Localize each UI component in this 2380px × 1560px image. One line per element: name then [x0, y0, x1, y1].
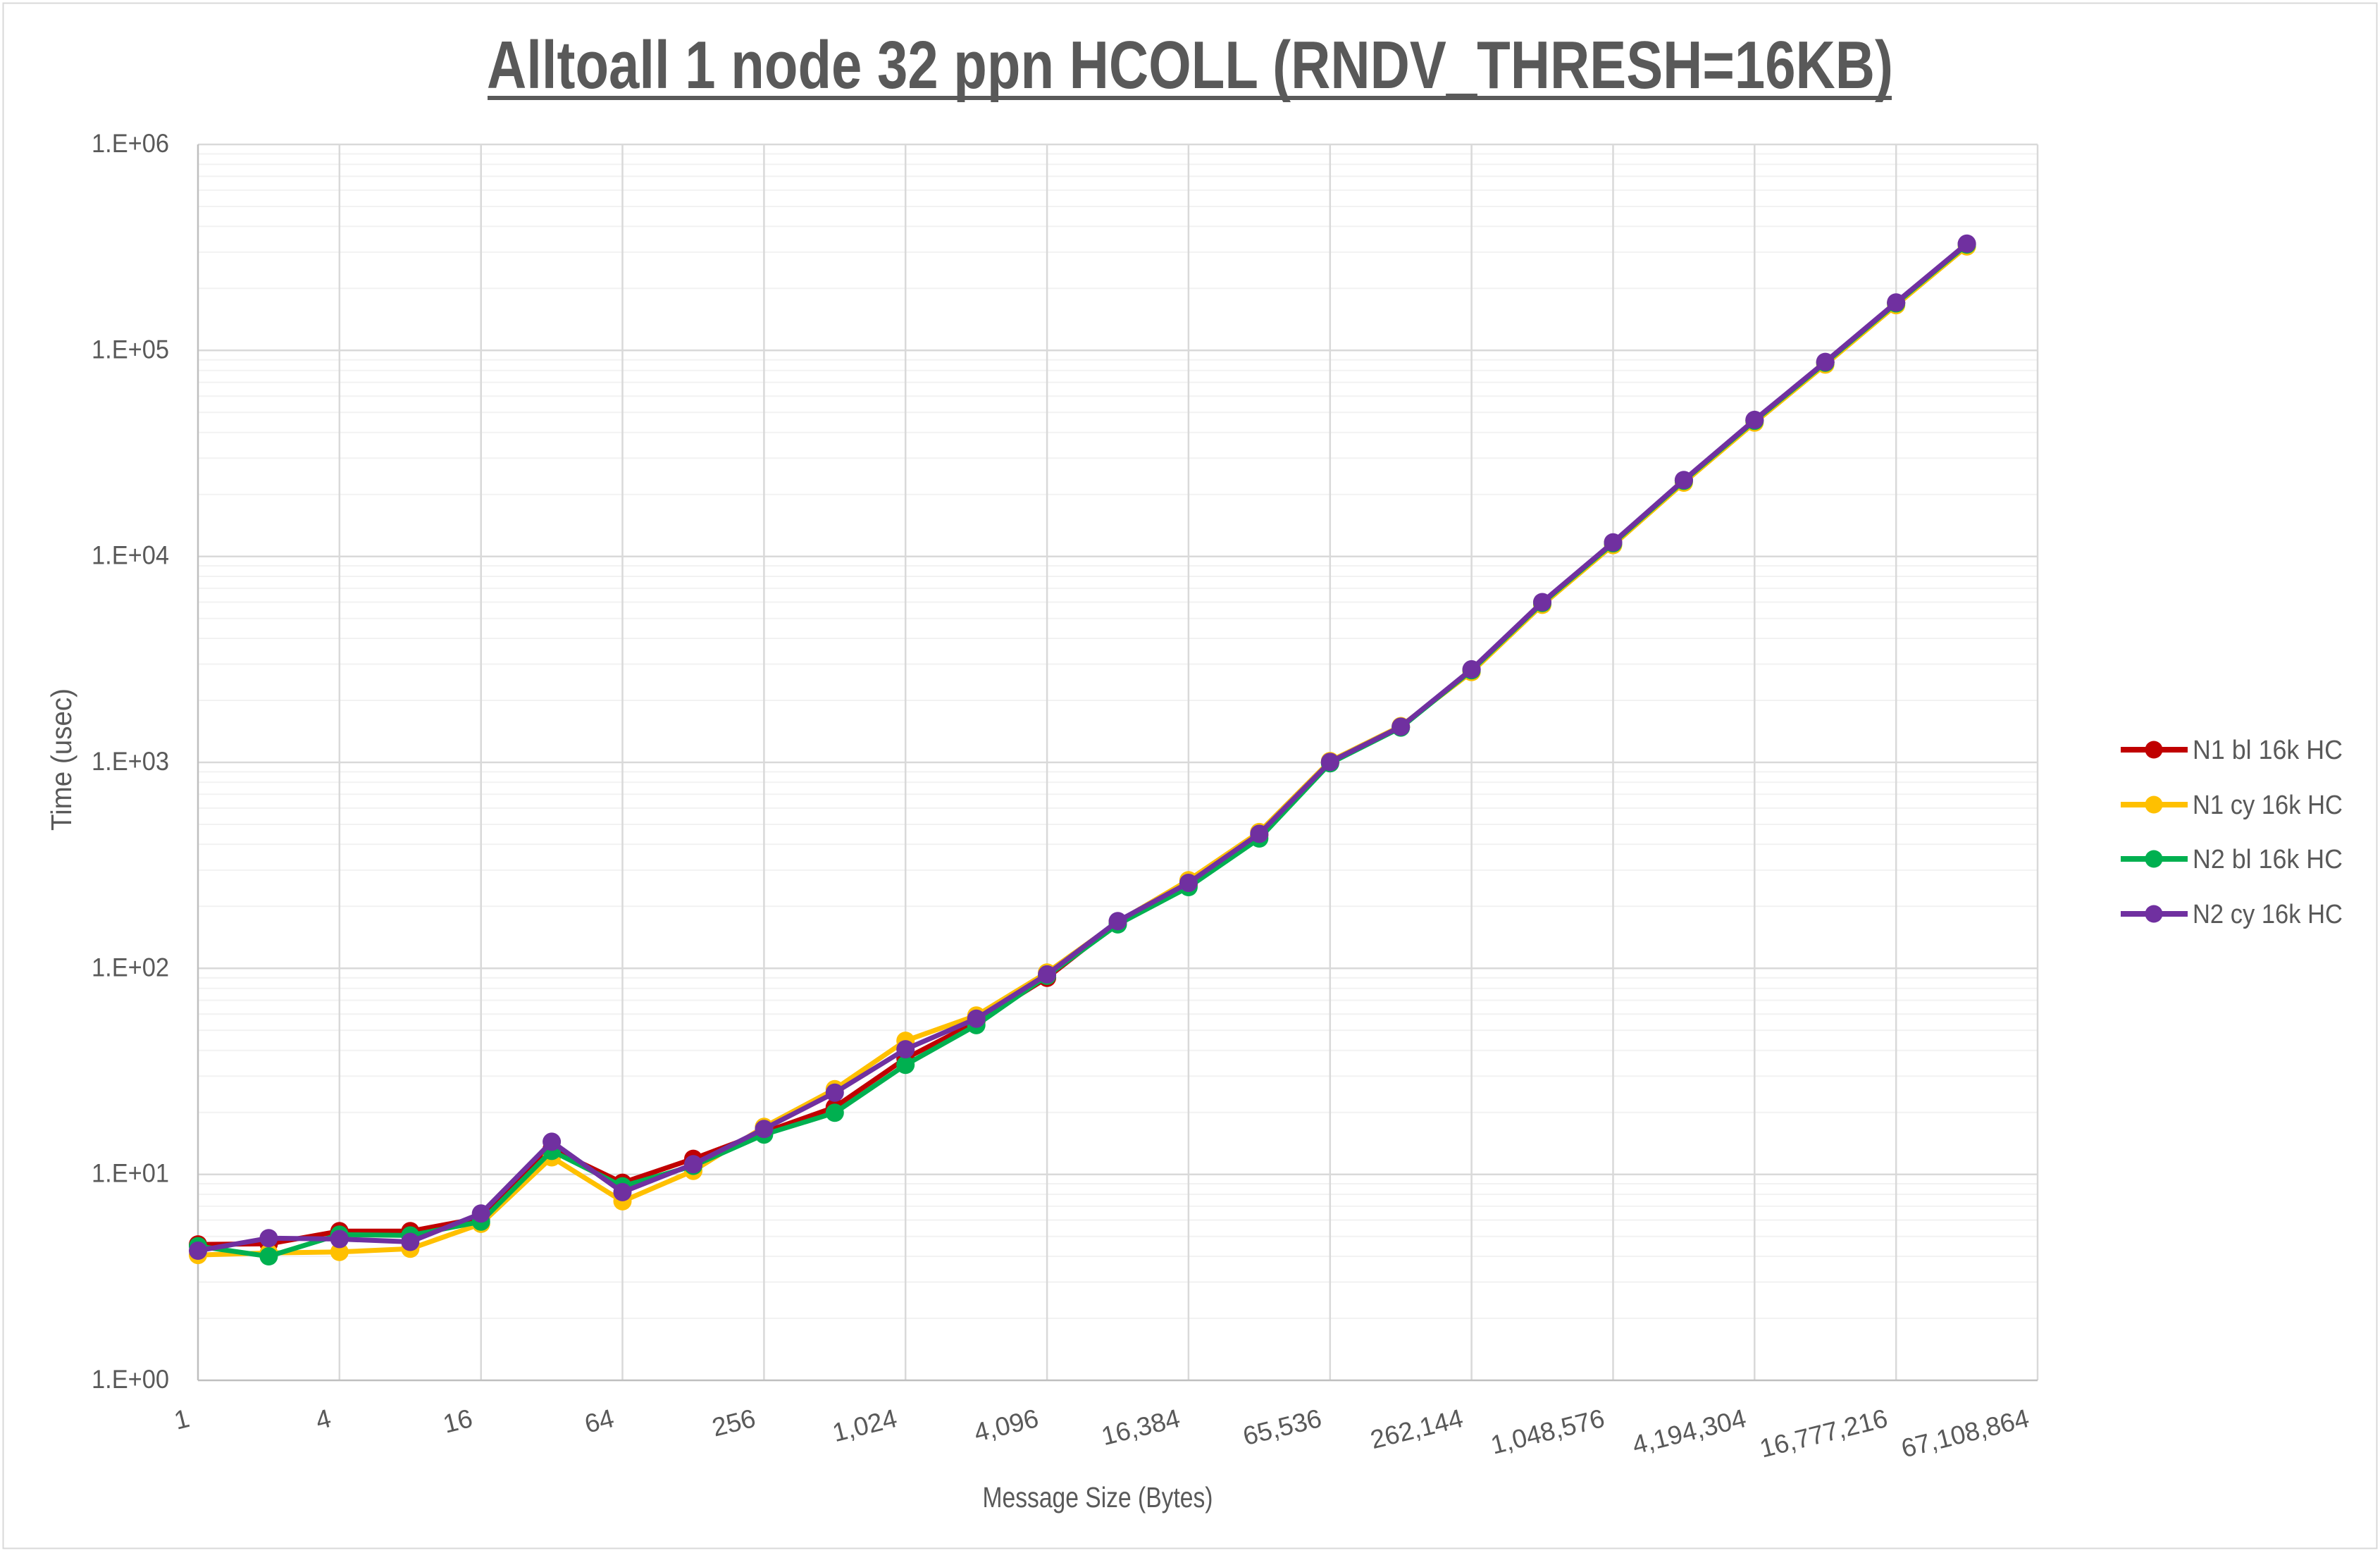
svg-text:N2 bl 16k HC: N2 bl 16k HC — [2193, 845, 2343, 874]
svg-text:Time (usec): Time (usec) — [45, 688, 78, 831]
svg-text:Message Size (Bytes): Message Size (Bytes) — [983, 1481, 1213, 1513]
svg-text:N2 cy 16k HC: N2 cy 16k HC — [2193, 900, 2343, 929]
svg-text:1.E+03: 1.E+03 — [92, 747, 169, 776]
svg-text:N1 bl 16k HC: N1 bl 16k HC — [2193, 736, 2343, 765]
svg-text:1.E+00: 1.E+00 — [92, 1365, 169, 1394]
svg-text:1.E+04: 1.E+04 — [92, 541, 169, 570]
svg-text:1.E+05: 1.E+05 — [92, 335, 169, 364]
svg-text:64: 64 — [582, 1404, 617, 1439]
svg-text:Alltoall 1 node 32 ppn HCOLL (: Alltoall 1 node 32 ppn HCOLL (RNDV_THRES… — [487, 27, 1893, 103]
svg-text:1.E+01: 1.E+01 — [92, 1159, 169, 1188]
svg-text:1.E+02: 1.E+02 — [92, 953, 169, 982]
svg-text:1.E+06: 1.E+06 — [92, 129, 169, 158]
svg-text:16: 16 — [440, 1404, 476, 1439]
svg-text:N1 cy 16k HC: N1 cy 16k HC — [2193, 791, 2343, 820]
